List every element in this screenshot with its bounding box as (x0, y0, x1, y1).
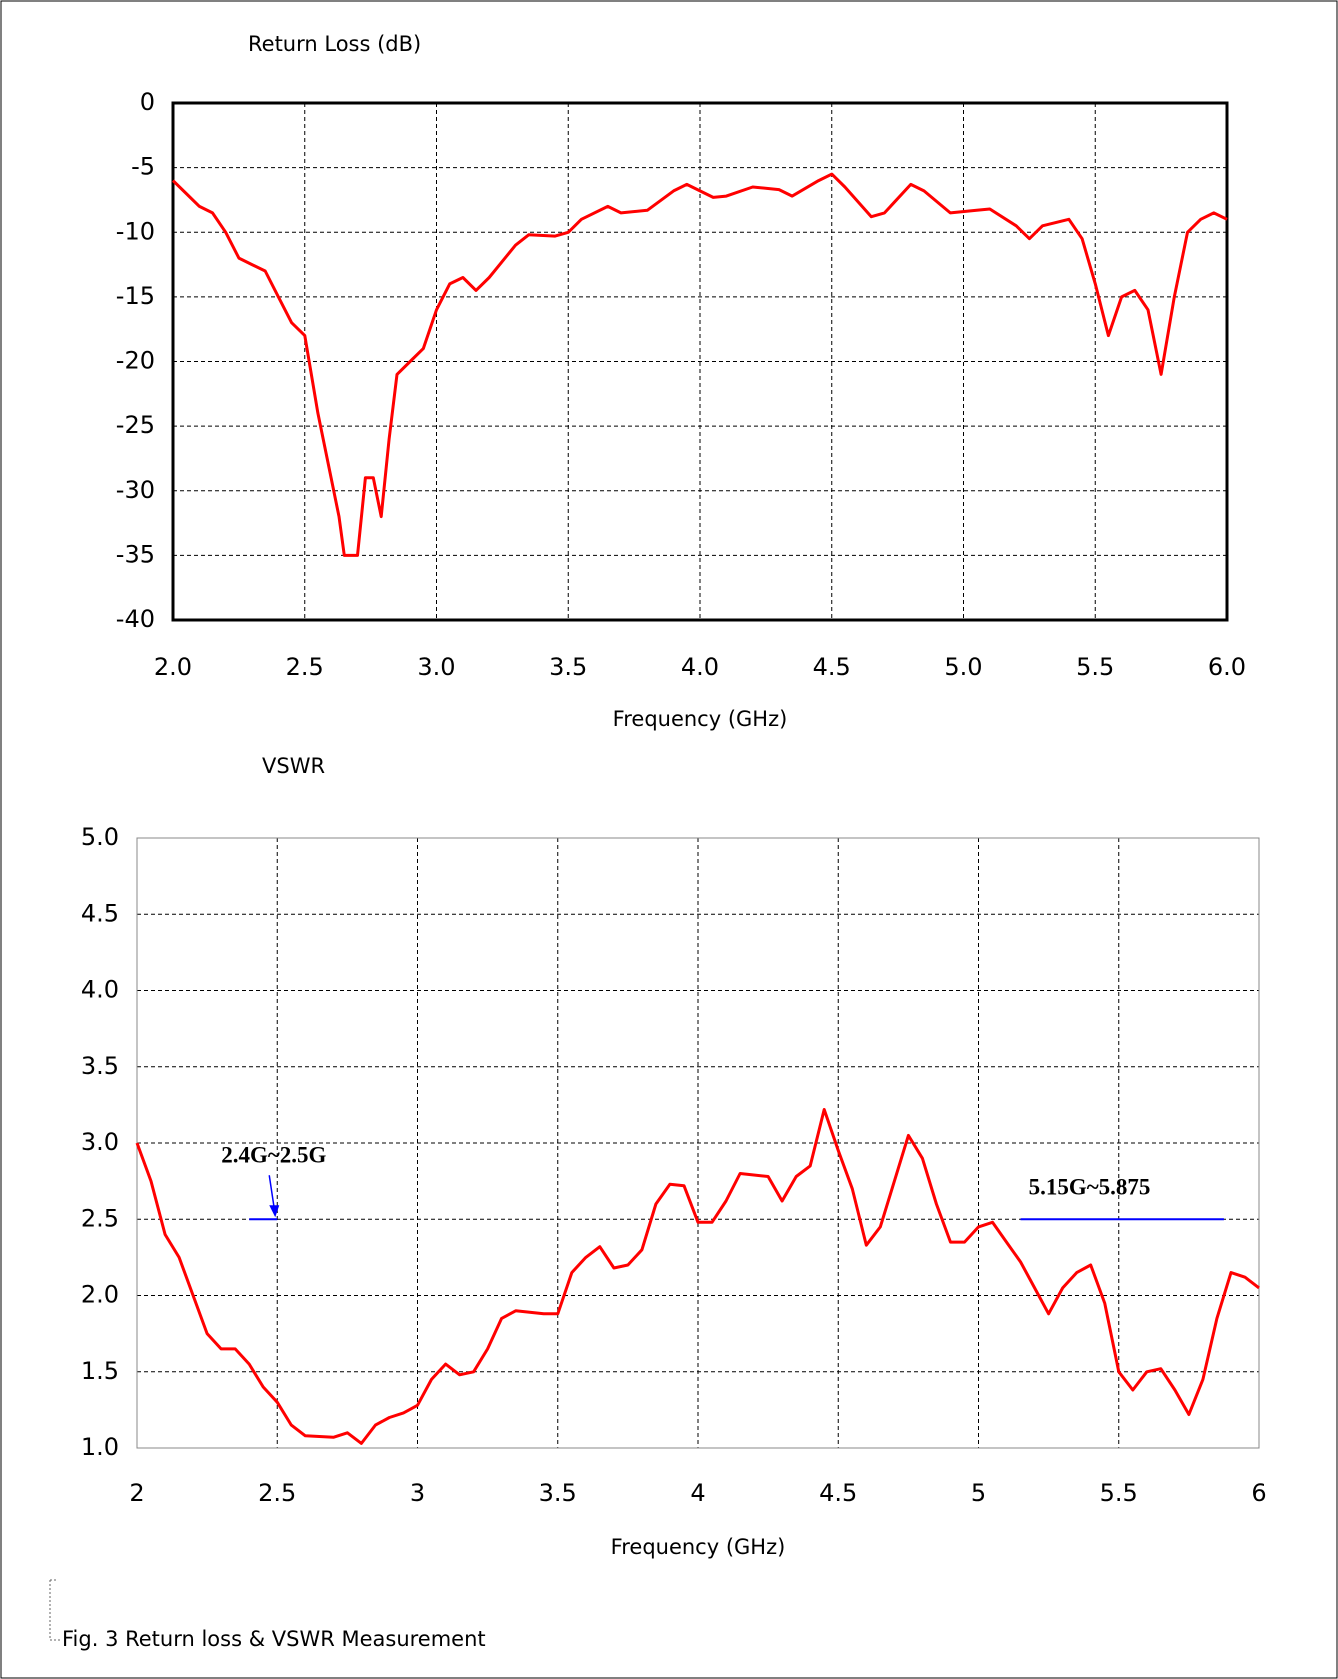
x-tick-label: 6 (1251, 1479, 1266, 1507)
y-tick-label: 3.0 (81, 1128, 119, 1156)
x-tick-label: 3.5 (549, 653, 587, 681)
plot-frame (171, 101, 1229, 622)
y-tick-label: 1.5 (81, 1357, 119, 1385)
x-tick-label: 3.5 (539, 1479, 577, 1507)
x-tick-label: 3 (410, 1479, 425, 1507)
y-tick-label: 2.5 (81, 1204, 119, 1232)
chart-title: VSWR (262, 754, 325, 778)
y-tick-label: -15 (116, 282, 155, 310)
x-tick-label: 3.0 (417, 653, 455, 681)
y-tick-label: -5 (131, 153, 155, 181)
data-line (135, 1108, 1260, 1445)
x-tick-label: 4.5 (819, 1479, 857, 1507)
x-tick-label: 2.5 (258, 1479, 296, 1507)
x-axis-label: Frequency (GHz) (611, 1535, 786, 1559)
data-line (171, 172, 1228, 557)
x-axis-label: Frequency (GHz) (613, 707, 788, 731)
y-tick-label: 2.0 (81, 1281, 119, 1309)
x-tick-label: 5.0 (944, 653, 982, 681)
y-tick-label: -40 (116, 605, 155, 633)
x-tick-label: 4.0 (681, 653, 719, 681)
y-tick-label: 1.0 (81, 1433, 119, 1461)
x-tick-label: 5.5 (1076, 653, 1114, 681)
y-tick-label: -30 (116, 476, 155, 504)
y-tick-label: 5.0 (81, 823, 119, 851)
caption: Fig. 3 Return loss & VSWR Measurement (62, 1627, 486, 1651)
y-tick-label: -10 (116, 217, 155, 245)
annotation-arrowhead (269, 1205, 280, 1218)
annotation-label: 5.15G~5.875 (1029, 1175, 1151, 1200)
y-tick-label: -25 (116, 411, 155, 439)
x-tick-label: 4 (690, 1479, 705, 1507)
y-tick-label: 4.0 (81, 976, 119, 1004)
x-tick-label: 2 (129, 1479, 144, 1507)
x-tick-label: 4.5 (813, 653, 851, 681)
y-tick-label: 3.5 (81, 1052, 119, 1080)
annotation-label: 2.4G~2.5G (221, 1143, 326, 1168)
y-tick-label: 0 (140, 88, 155, 116)
x-tick-label: 2.5 (286, 653, 324, 681)
x-tick-label: 6.0 (1208, 653, 1246, 681)
y-tick-label: 4.5 (81, 899, 119, 927)
x-tick-label: 5.5 (1100, 1479, 1138, 1507)
y-tick-label: -20 (116, 347, 155, 375)
x-tick-label: 2.0 (154, 653, 192, 681)
x-tick-label: 5 (971, 1479, 986, 1507)
chart-title: Return Loss (dB) (248, 32, 421, 56)
y-tick-label: -35 (116, 540, 155, 568)
caption-bracket (49, 1579, 60, 1641)
